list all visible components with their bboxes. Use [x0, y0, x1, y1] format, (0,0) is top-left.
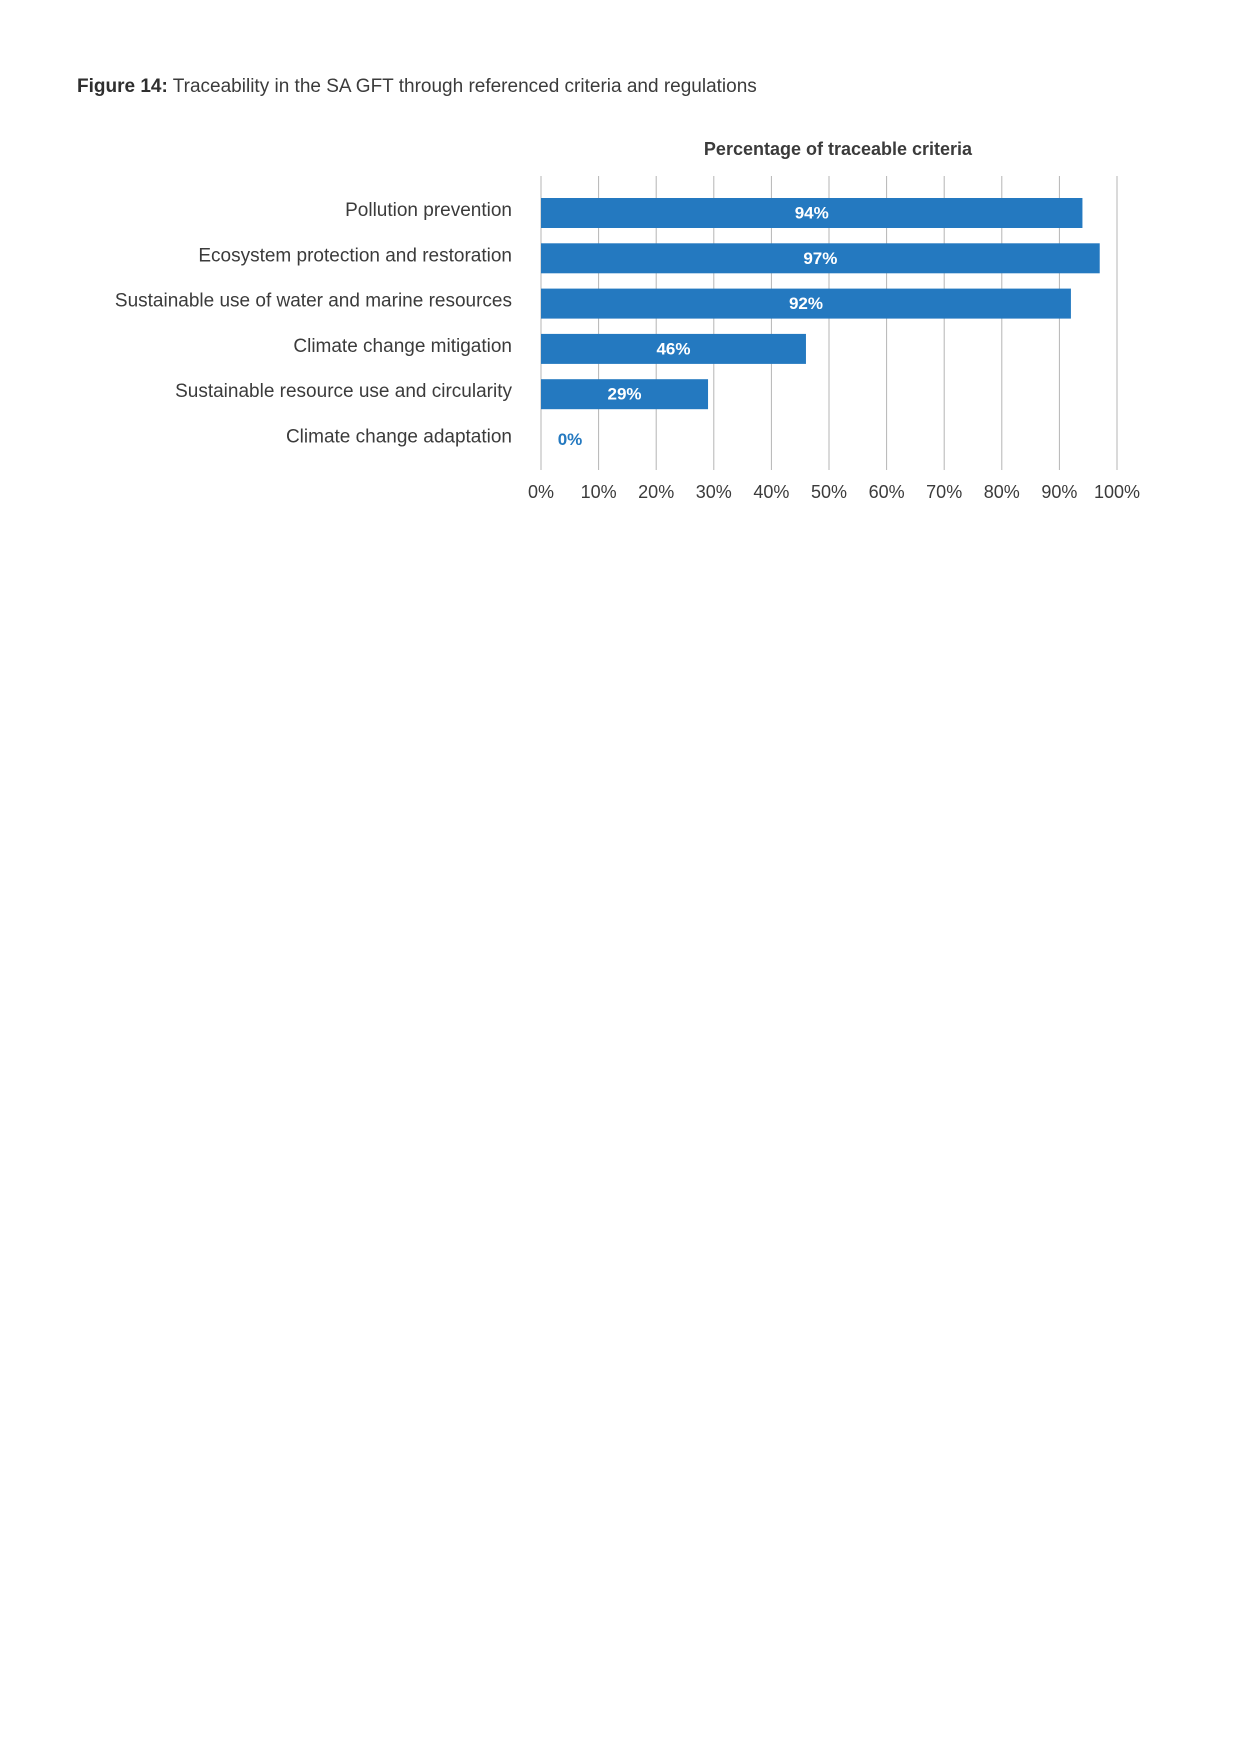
- x-tick-label: 70%: [926, 482, 962, 502]
- label-layer: Pollution prevention 94% Ecosystem protect…: [115, 200, 837, 449]
- bar-value-label: 97%: [803, 249, 837, 268]
- chart-title: Percentage of traceable criteria: [704, 139, 973, 159]
- figure-caption-text: Traceability in the SA GFT through refer…: [172, 76, 757, 97]
- bar-value-label: 94%: [795, 203, 829, 222]
- tick-layer: 0% 10% 20% 30% 40% 50% 60% 70% 80% 90% 100%: [528, 482, 1140, 502]
- figure-caption: Figure 14: Traceability in the SA GFT th…: [77, 76, 757, 98]
- bar-value-label: 29%: [608, 385, 642, 404]
- bar: [541, 198, 1083, 228]
- bar-value-label: 92%: [789, 294, 823, 313]
- category-label: Sustainable resource use and circularity: [175, 381, 512, 402]
- x-tick-label: 20%: [638, 482, 674, 502]
- category-label: Ecosystem protection and restoration: [198, 245, 512, 266]
- figure-label: Figure 14:: [77, 76, 168, 97]
- x-tick-label: 10%: [581, 482, 617, 502]
- x-tick-label: 40%: [753, 482, 789, 502]
- x-tick-label: 0%: [528, 482, 554, 502]
- bar: [541, 288, 1071, 319]
- bar: [541, 243, 1100, 274]
- category-label: Climate change mitigation: [293, 336, 512, 357]
- bar-chart: Percentage of traceable criteria Polluti…: [115, 139, 1140, 502]
- x-tick-label: 80%: [984, 482, 1020, 502]
- bar: [541, 333, 806, 364]
- x-tick-label: 30%: [696, 482, 732, 502]
- bar-value-label: 46%: [656, 339, 690, 358]
- x-tick-label: 100%: [1094, 482, 1140, 502]
- bar-layer: [541, 198, 1100, 410]
- category-label: Pollution prevention: [345, 200, 512, 221]
- category-label: Climate change adaptation: [286, 427, 512, 448]
- x-tick-label: 90%: [1041, 482, 1077, 502]
- x-tick-label: 50%: [811, 482, 847, 502]
- category-label: Sustainable use of water and marine reso…: [115, 291, 512, 312]
- bar-value-label: 0%: [558, 430, 583, 449]
- bar: [541, 379, 709, 410]
- x-tick-label: 60%: [869, 482, 905, 502]
